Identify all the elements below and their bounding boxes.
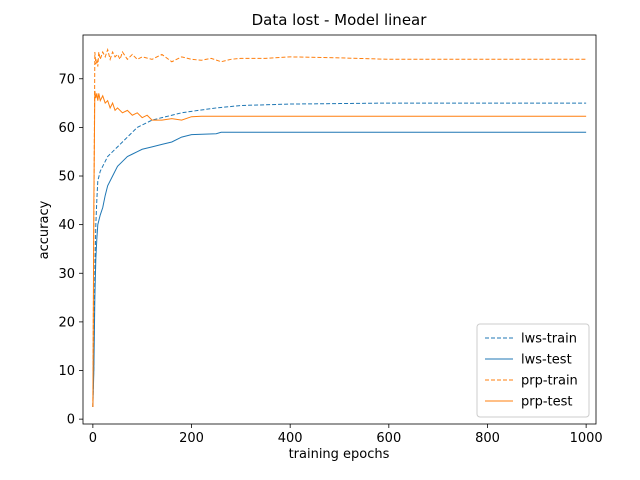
x-tick-label: 1000	[570, 431, 603, 446]
plot-frame	[82, 34, 597, 425]
y-tick-label: 10	[58, 364, 75, 379]
series-line-prp-test	[92, 90, 587, 407]
legend-label-lws-train: lws-train	[521, 332, 577, 347]
x-tick-label: 800	[475, 431, 500, 446]
legend-label-prp-test: prp-test	[521, 395, 573, 410]
y-tick-label: 0	[67, 413, 75, 428]
x-tick-label: 400	[278, 431, 303, 446]
y-tick-label: 70	[58, 72, 75, 87]
x-tick-label: 0	[89, 431, 97, 446]
y-tick-label: 60	[58, 121, 75, 136]
ticks-group: 0 200 400 600 800 1000 0 10 20 30 40 50 60 70	[58, 72, 602, 446]
x-tick-label: 600	[376, 431, 401, 446]
series-line-lws-train	[92, 102, 587, 407]
x-axis-label: training epochs	[289, 447, 390, 462]
chart-title: Data lost - Model linear	[252, 11, 428, 29]
legend: lws-train lws-test prp-train prp-test	[476, 323, 590, 418]
legend-label-prp-train: prp-train	[521, 374, 578, 389]
legend-frame	[476, 323, 590, 418]
legend-label-lws-test: lws-test	[521, 353, 572, 368]
series-line-lws-test	[92, 131, 587, 407]
x-tick-label: 200	[179, 431, 204, 446]
series-line-prp-train	[92, 47, 587, 407]
series-group	[92, 47, 587, 407]
y-tick-label: 50	[58, 170, 75, 185]
y-tick-label: 40	[58, 218, 75, 233]
y-tick-label: 20	[58, 315, 75, 330]
y-axis-label: accuracy	[37, 200, 52, 259]
y-tick-label: 30	[58, 267, 75, 282]
